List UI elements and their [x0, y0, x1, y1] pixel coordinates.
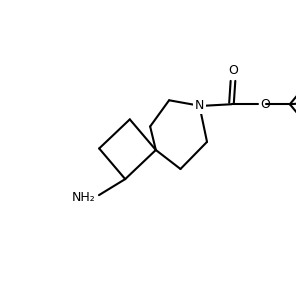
Text: O: O	[228, 64, 238, 76]
Text: NH₂: NH₂	[72, 191, 95, 204]
Text: N: N	[195, 99, 204, 112]
Text: O: O	[260, 98, 270, 111]
